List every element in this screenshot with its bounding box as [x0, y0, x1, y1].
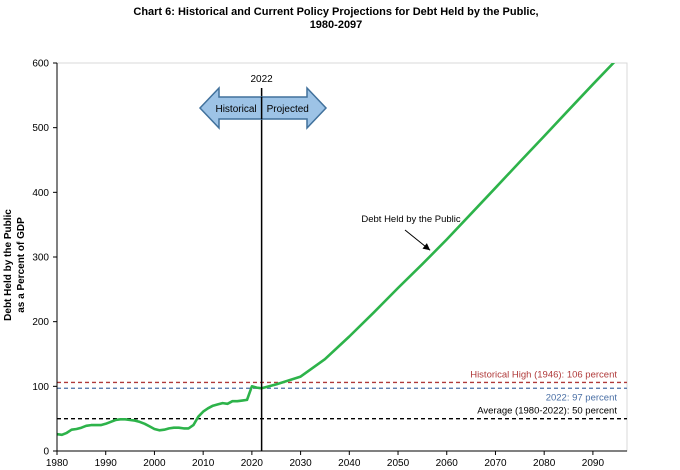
- x-tick-label: 2010: [192, 458, 215, 469]
- reference-line-label: Historical High (1946): 106 percent: [470, 369, 617, 380]
- reference-line-label: Average (1980-2022): 50 percent: [477, 406, 617, 417]
- x-tick-label: 2040: [338, 458, 361, 469]
- x-tick-label: 2070: [484, 458, 507, 469]
- series-layer: [57, 63, 616, 437]
- debt-series-line: [57, 63, 616, 437]
- reference-lines: Historical High (1946): 106 percent 2022:…: [57, 369, 627, 420]
- x-tick-label: 2060: [436, 458, 459, 469]
- y-tick-label: 600: [32, 59, 49, 70]
- x-tick-label: 1980: [46, 458, 69, 469]
- chart-title: Chart 6: Historical and Current Policy P…: [133, 6, 538, 31]
- x-tick-label: 2030: [289, 458, 312, 469]
- annotation-arrowhead: [422, 243, 431, 251]
- y-tick-label: 100: [32, 382, 49, 393]
- divider: 2022: [250, 74, 273, 451]
- chart-title-line-1: Chart 6: Historical and Current Policy P…: [133, 6, 538, 18]
- x-tick-label: 2080: [533, 458, 556, 469]
- divider-label: 2022: [250, 74, 273, 85]
- x-tick-label: 2000: [143, 458, 166, 469]
- projected-label: Projected: [267, 104, 309, 115]
- historical-label: Historical: [215, 104, 256, 115]
- y-axis-label-line-2: as a Percent of GDP: [16, 217, 27, 313]
- double-arrow-shape: [198, 86, 328, 130]
- plot-area: [56, 62, 628, 452]
- x-tick-label: 2090: [582, 458, 605, 469]
- series-annotation: Debt Held by the Public: [361, 214, 461, 251]
- y-tick-label: 0: [43, 447, 49, 458]
- y-axis-label: Debt Held by the Public as a Percent of …: [3, 209, 27, 321]
- historical-projected-arrow: Historical Projected: [198, 86, 328, 130]
- chart-title-line-2: 1980-2097: [310, 19, 363, 31]
- series-annotation-label: Debt Held by the Public: [361, 214, 461, 225]
- y-tick-label: 300: [32, 253, 49, 264]
- y-tick-label: 400: [32, 188, 49, 199]
- axes: 0 100 200 300 400 500 600 1980 1990 2000 2010 2020 2…: [32, 59, 627, 469]
- y-tick-label: 500: [32, 123, 49, 134]
- y-axis-label-line-1: Debt Held by the Public: [3, 209, 14, 321]
- x-tick-label: 2020: [241, 458, 264, 469]
- reference-line-label: 2022: 97 percent: [546, 392, 618, 403]
- y-tick-label: 200: [32, 317, 49, 328]
- x-tick-label: 2050: [387, 458, 410, 469]
- x-tick-label: 1990: [95, 458, 118, 469]
